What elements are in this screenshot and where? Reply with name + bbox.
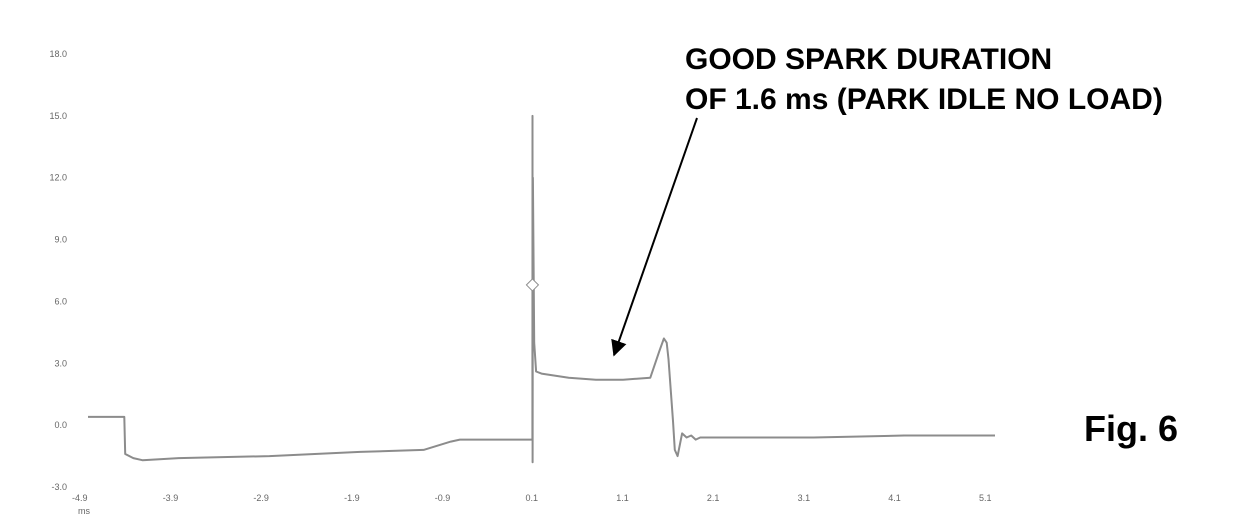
x-axis-label: ms	[78, 506, 90, 516]
annotation-text: GOOD SPARK DURATION OF 1.6 ms (PARK IDLE…	[685, 40, 1163, 120]
x-tick-label: 4.1	[888, 493, 901, 503]
series-line	[88, 114, 995, 464]
x-tick-label: 2.1	[707, 493, 720, 503]
series-layer	[88, 114, 995, 464]
y-tick-label: 15.0	[49, 111, 67, 121]
annotation-arrow	[611, 117, 698, 357]
y-tick-label: 9.0	[54, 235, 67, 245]
x-tick-label: 3.1	[798, 493, 811, 503]
y-axis-ticks: 18.0 15.0 12.0 9.0 6.0 3.0 0.0 -3.0	[49, 49, 67, 492]
x-tick-label: 0.1	[526, 493, 539, 503]
y-tick-label: 3.0	[54, 358, 67, 368]
x-axis-ticks: -4.9 -3.9 -2.9 -1.9 -0.9 0.1 1.1 2.1 3.1 4.1 5.1	[72, 493, 992, 503]
x-tick-label: 5.1	[979, 493, 992, 503]
annotation-line-1: GOOD SPARK DURATION	[685, 43, 1053, 76]
x-tick-label: 1.1	[616, 493, 629, 503]
annotation-line-2: OF 1.6 ms (PARK IDLE NO LOAD)	[685, 83, 1163, 116]
y-tick-label: 18.0	[49, 49, 67, 59]
x-tick-label: -2.9	[253, 493, 269, 503]
x-tick-label: -4.9	[72, 493, 88, 503]
x-tick-label: -0.9	[435, 493, 451, 503]
figure-label: Fig. 6	[1084, 408, 1179, 449]
y-tick-label: -3.0	[51, 482, 67, 492]
y-tick-label: 0.0	[54, 420, 67, 430]
y-tick-label: 6.0	[54, 296, 67, 306]
x-tick-label: -1.9	[344, 493, 360, 503]
y-tick-label: 12.0	[49, 173, 67, 183]
x-tick-label: -3.9	[163, 493, 179, 503]
trigger-marker-icon	[525, 278, 540, 292]
